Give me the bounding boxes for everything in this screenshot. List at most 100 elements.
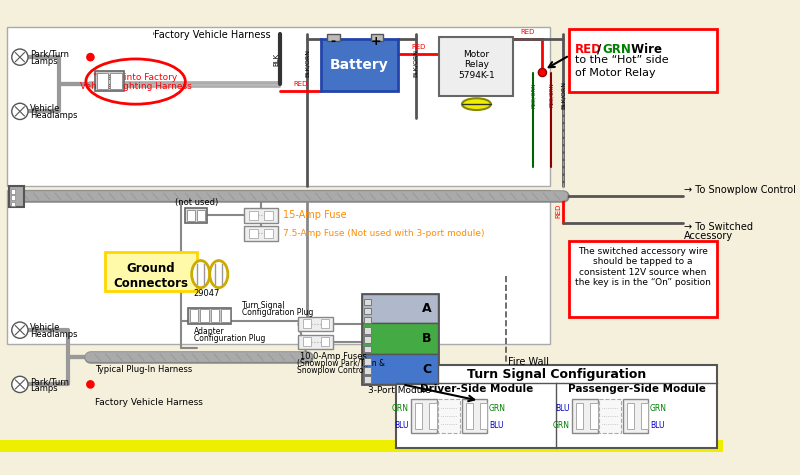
- Bar: [411, 399, 437, 433]
- Bar: [186, 208, 207, 223]
- Text: +: +: [370, 35, 382, 48]
- Bar: [321, 337, 329, 346]
- Bar: [462, 399, 487, 433]
- Bar: [364, 376, 370, 382]
- Text: RED: RED: [556, 204, 562, 218]
- Text: → To Switched: → To Switched: [684, 222, 754, 232]
- Text: Driver-Side Module: Driver-Side Module: [419, 384, 533, 394]
- Bar: [200, 309, 209, 322]
- Circle shape: [12, 376, 28, 392]
- Text: of Motor Relay: of Motor Relay: [575, 68, 655, 78]
- Circle shape: [86, 381, 94, 388]
- Text: B: B: [422, 332, 431, 345]
- Bar: [7, 190, 550, 344]
- Bar: [362, 323, 438, 354]
- Bar: [321, 319, 329, 328]
- Text: BLK/ORN: BLK/ORN: [414, 49, 418, 77]
- Bar: [11, 189, 15, 194]
- Bar: [11, 202, 15, 206]
- Text: GRN: GRN: [489, 404, 506, 413]
- Text: GRN: GRN: [553, 421, 570, 430]
- Text: BLK: BLK: [274, 52, 280, 66]
- Text: C: C: [422, 362, 431, 376]
- Bar: [370, 34, 383, 41]
- Bar: [210, 309, 219, 322]
- Text: → To Snowplow Control: → To Snowplow Control: [684, 185, 796, 195]
- Text: Ground
Connectors: Ground Connectors: [114, 262, 189, 290]
- Text: RED: RED: [294, 81, 308, 87]
- Bar: [364, 327, 370, 334]
- FancyBboxPatch shape: [569, 241, 717, 317]
- Text: (Snowplow Park/Turn &: (Snowplow Park/Turn &: [297, 359, 385, 368]
- Text: BLU: BLU: [650, 421, 665, 430]
- Ellipse shape: [210, 261, 228, 288]
- Bar: [364, 336, 370, 343]
- Bar: [438, 399, 460, 433]
- Bar: [327, 34, 340, 41]
- Text: Vehicle: Vehicle: [30, 323, 60, 332]
- Bar: [321, 39, 398, 92]
- Bar: [95, 71, 124, 91]
- Text: Lamps: Lamps: [30, 384, 58, 393]
- Text: GRN: GRN: [392, 404, 409, 413]
- Text: Headlamps: Headlamps: [30, 330, 78, 339]
- Text: BLK/ORN: BLK/ORN: [561, 81, 566, 109]
- Bar: [364, 367, 370, 373]
- Bar: [190, 309, 198, 322]
- Bar: [187, 210, 195, 221]
- Bar: [7, 27, 550, 186]
- Text: Factory Vehicle Harness: Factory Vehicle Harness: [154, 30, 270, 40]
- Bar: [197, 210, 206, 221]
- Bar: [244, 208, 278, 223]
- Bar: [626, 403, 634, 429]
- Text: -: -: [330, 35, 335, 48]
- Text: BLU: BLU: [555, 404, 570, 413]
- Bar: [623, 399, 648, 433]
- Text: Turn Signal: Turn Signal: [242, 301, 285, 310]
- Text: "Tees" into Factory: "Tees" into Factory: [94, 73, 178, 82]
- Text: (not used): (not used): [174, 198, 218, 207]
- Text: RED/BRN: RED/BRN: [549, 83, 554, 107]
- Circle shape: [12, 103, 28, 120]
- Text: Motor
Relay
5794K-1: Motor Relay 5794K-1: [458, 50, 495, 80]
- Bar: [9, 186, 23, 207]
- Circle shape: [12, 322, 28, 338]
- Text: Factory Vehicle Harness: Factory Vehicle Harness: [95, 398, 202, 407]
- Bar: [249, 211, 258, 220]
- Bar: [599, 399, 621, 433]
- Text: to the “Hot” side: to the “Hot” side: [575, 55, 669, 66]
- Bar: [362, 294, 438, 384]
- Ellipse shape: [462, 98, 491, 110]
- Bar: [303, 319, 311, 328]
- Text: BLU: BLU: [394, 421, 409, 430]
- Bar: [641, 403, 648, 429]
- Bar: [110, 73, 122, 89]
- Bar: [249, 229, 258, 238]
- Bar: [221, 309, 230, 322]
- Ellipse shape: [192, 261, 210, 288]
- Bar: [11, 195, 15, 200]
- Bar: [576, 403, 583, 429]
- Text: Park/Turn: Park/Turn: [30, 50, 69, 59]
- Bar: [264, 211, 273, 220]
- Text: 7.5-Amp Fuse (Not used with 3-port module): 7.5-Amp Fuse (Not used with 3-port modul…: [283, 229, 485, 238]
- Text: RED/GRN: RED/GRN: [531, 83, 536, 108]
- Text: Turn Signal Configuration: Turn Signal Configuration: [467, 368, 646, 381]
- Text: Passenger-Side Module: Passenger-Side Module: [568, 384, 706, 394]
- Text: Headlamps: Headlamps: [30, 111, 78, 120]
- Text: BLK/ORN: BLK/ORN: [305, 49, 310, 77]
- Bar: [364, 298, 370, 305]
- Bar: [415, 403, 422, 429]
- Text: RED: RED: [575, 43, 602, 56]
- Text: Adapter: Adapter: [194, 326, 225, 335]
- Text: Vehicle Lighting Harness: Vehicle Lighting Harness: [80, 82, 191, 91]
- Bar: [430, 403, 437, 429]
- Text: GRN: GRN: [650, 404, 667, 413]
- Text: /: /: [597, 43, 601, 56]
- Bar: [244, 226, 278, 241]
- Text: 15-Amp Fuse: 15-Amp Fuse: [283, 210, 346, 220]
- Bar: [362, 294, 438, 323]
- Bar: [362, 354, 438, 384]
- Text: Lamps: Lamps: [30, 57, 58, 66]
- Bar: [480, 403, 487, 429]
